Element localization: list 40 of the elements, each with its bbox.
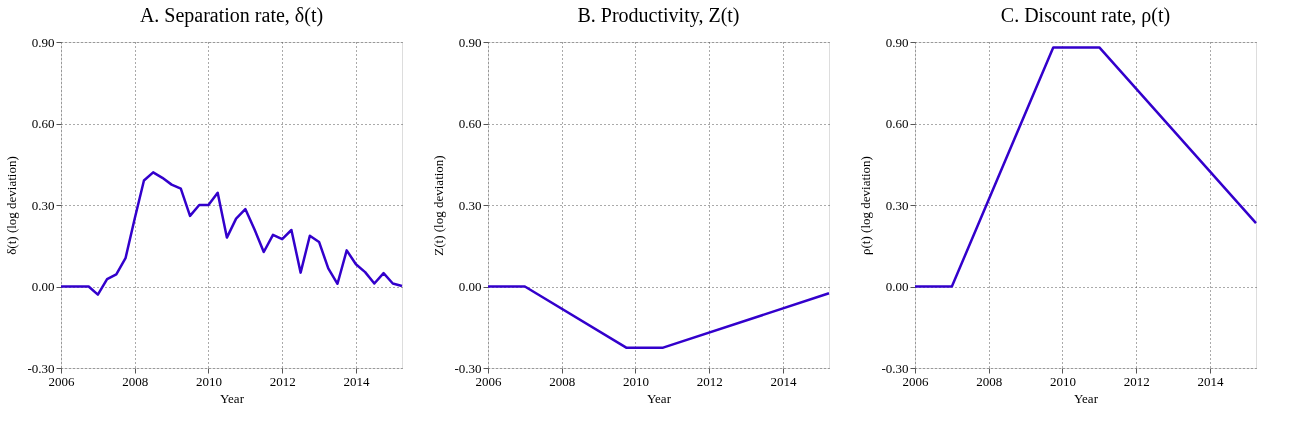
y-tick-label: 0.30 bbox=[31, 197, 55, 213]
y-axis-title: Z(t) (log deviation) bbox=[431, 155, 447, 256]
x-tick-label: 2014 bbox=[1197, 373, 1224, 389]
x-tick-label: 2008 bbox=[976, 373, 1003, 389]
y-axis-title: δ(t) (log deviation) bbox=[4, 156, 20, 255]
y-tick-label: 0.00 bbox=[885, 279, 909, 294]
x-tick-label: 2006 bbox=[475, 373, 502, 389]
x-tick-label: 2014 bbox=[343, 373, 370, 389]
y-tick-label: 0.30 bbox=[885, 197, 909, 213]
x-tick-label: 2014 bbox=[770, 373, 797, 389]
x-tick-label: 2010 bbox=[195, 373, 222, 389]
y-tick-label: 0.00 bbox=[458, 279, 482, 294]
x-tick-label: 2012 bbox=[696, 373, 723, 389]
y-tick-label: 0.60 bbox=[885, 116, 909, 131]
chart-title: C. Discount rate, ρ(t) bbox=[1000, 4, 1171, 27]
x-axis-title: Year bbox=[647, 390, 672, 406]
y-tick-label: 0.60 bbox=[31, 116, 55, 131]
y-tick-label: 0.90 bbox=[885, 34, 909, 50]
x-tick-label: 2006 bbox=[48, 373, 75, 389]
chart-title: A. Separation rate, δ(t) bbox=[139, 4, 324, 27]
x-tick-label: 2010 bbox=[1049, 373, 1076, 389]
y-tick-label: 0.90 bbox=[31, 34, 55, 50]
chart-title: B. Productivity, Z(t) bbox=[577, 4, 740, 27]
y-axis-title: ρ(t) (log deviation) bbox=[858, 156, 874, 255]
x-axis-title: Year bbox=[1074, 390, 1099, 406]
y-tick-label: 0.60 bbox=[458, 116, 482, 131]
x-tick-label: 2012 bbox=[1123, 373, 1150, 389]
x-tick-label: 2008 bbox=[122, 373, 149, 389]
x-tick-label: 2008 bbox=[549, 373, 576, 389]
y-tick-label: 0.90 bbox=[458, 34, 482, 50]
y-tick-label: 0.00 bbox=[31, 279, 55, 294]
y-tick-label: 0.30 bbox=[458, 197, 482, 213]
x-tick-label: 2006 bbox=[902, 373, 929, 389]
x-tick-label: 2012 bbox=[269, 373, 296, 389]
line-series bbox=[59, 171, 404, 296]
x-tick-label: 2010 bbox=[622, 373, 649, 389]
y-tick-label: -0.30 bbox=[27, 360, 55, 376]
y-tick-label: -0.30 bbox=[881, 360, 909, 376]
y-tick-label: -0.30 bbox=[454, 360, 482, 376]
x-axis-title: Year bbox=[220, 390, 245, 406]
